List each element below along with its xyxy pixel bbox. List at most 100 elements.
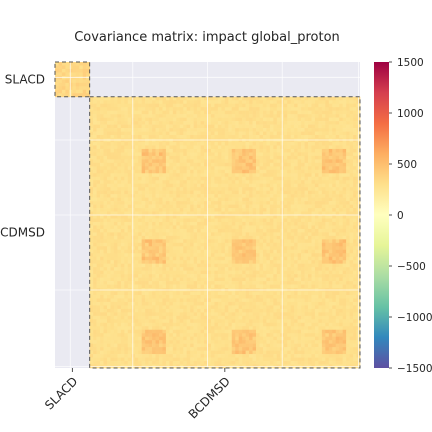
heatmap-cell xyxy=(127,183,132,188)
heatmap-cell xyxy=(106,100,111,105)
heatmap-cell xyxy=(256,187,260,191)
heatmap-cell xyxy=(172,107,177,111)
heatmap-cell xyxy=(262,194,267,198)
heatmap-cell xyxy=(228,305,233,310)
heatmap-cell xyxy=(235,187,239,191)
heatmap-cell xyxy=(325,215,330,219)
heatmap-cell xyxy=(224,277,229,282)
heatmap-cell xyxy=(200,312,205,317)
heatmap-cell xyxy=(290,232,295,237)
heatmap-cell xyxy=(93,141,97,146)
heatmap-cell xyxy=(193,114,198,118)
heatmap-cell xyxy=(276,270,281,275)
heatmap-cell xyxy=(200,169,205,174)
heatmap-cell xyxy=(311,96,316,101)
heatmap-cell xyxy=(207,180,212,185)
heatmap-cell xyxy=(325,298,330,303)
heatmap-cell xyxy=(158,148,163,153)
heatmap-cell xyxy=(339,221,343,226)
heatmap-cell xyxy=(134,218,139,223)
heatmap-cell xyxy=(145,145,149,150)
heatmap-cell xyxy=(276,100,281,105)
heatmap-cell xyxy=(138,187,142,191)
heatmap-cell xyxy=(252,117,257,122)
heatmap-cell xyxy=(335,294,340,299)
heatmap-cell xyxy=(145,128,149,132)
heatmap-cell xyxy=(214,107,219,111)
heatmap-cell xyxy=(141,235,146,240)
heatmap-cell xyxy=(339,190,343,195)
heatmap-cell xyxy=(283,294,288,299)
heatmap-cell xyxy=(321,145,326,150)
heatmap-cell xyxy=(273,298,278,303)
heatmap-cell xyxy=(106,145,111,150)
heatmap-cell xyxy=(179,291,184,296)
heatmap-cell xyxy=(342,225,347,230)
heatmap-cell xyxy=(138,274,142,278)
heatmap-cell xyxy=(190,155,194,160)
heatmap-cell xyxy=(210,128,215,132)
heatmap-cell xyxy=(283,145,288,150)
heatmap-cell xyxy=(238,308,243,313)
heatmap-cell xyxy=(325,145,330,150)
heatmap-cell xyxy=(328,135,333,139)
heatmap-cell xyxy=(141,201,146,205)
heatmap-cell xyxy=(158,277,163,282)
heatmap-cell xyxy=(124,270,129,275)
heatmap-cell xyxy=(162,211,167,216)
heatmap-cell xyxy=(141,180,146,185)
heatmap-cell xyxy=(183,228,188,233)
heatmap-cell xyxy=(249,228,253,233)
heatmap-cell xyxy=(238,152,243,157)
heatmap-cell xyxy=(200,274,205,278)
heatmap-cell xyxy=(262,246,267,251)
heatmap-cell xyxy=(190,218,194,223)
heatmap-cell xyxy=(204,256,208,261)
heatmap-cell xyxy=(314,215,319,219)
heatmap-cell xyxy=(242,96,246,101)
heatmap-cell xyxy=(100,96,104,101)
heatmap-cell xyxy=(141,218,146,223)
heatmap-cell xyxy=(169,249,174,254)
heatmap-cell xyxy=(294,162,298,167)
heatmap-cell xyxy=(120,308,125,313)
heatmap-cell xyxy=(204,298,208,303)
heatmap-cell xyxy=(200,277,205,282)
heatmap-cell xyxy=(308,204,312,209)
heatmap-cell xyxy=(82,82,87,87)
heatmap-cell xyxy=(210,110,215,115)
heatmap-cell xyxy=(193,260,198,264)
heatmap-cell xyxy=(273,183,278,188)
heatmap-cell xyxy=(138,124,142,129)
heatmap-cell xyxy=(231,128,236,132)
heatmap-cell xyxy=(273,124,278,129)
heatmap-cell xyxy=(89,228,94,233)
heatmap-cell xyxy=(339,169,343,174)
heatmap-cell xyxy=(231,301,236,306)
heatmap-cell xyxy=(245,253,250,258)
heatmap-cell xyxy=(113,284,118,289)
heatmap-cell xyxy=(162,239,167,244)
heatmap-cell xyxy=(110,291,115,296)
heatmap-cell xyxy=(89,211,94,216)
heatmap-cell xyxy=(256,152,260,157)
heatmap-cell xyxy=(117,301,122,306)
heatmap-cell xyxy=(120,242,125,247)
heatmap-cell xyxy=(231,155,236,160)
heatmap-cell xyxy=(179,305,184,310)
heatmap-cell xyxy=(287,301,291,306)
heatmap-cell xyxy=(266,294,271,299)
heatmap-cell xyxy=(110,166,115,171)
heatmap-cell xyxy=(297,239,302,244)
heatmap-cell xyxy=(328,204,333,209)
heatmap-cell xyxy=(176,308,181,313)
heatmap-cell xyxy=(148,246,153,251)
heatmap-cell xyxy=(124,225,129,230)
heatmap-cell xyxy=(266,246,271,251)
heatmap-cell xyxy=(314,263,319,268)
heatmap-cell xyxy=(304,294,309,299)
heatmap-cell xyxy=(162,235,167,240)
heatmap-cell xyxy=(311,221,316,226)
heatmap-cell xyxy=(89,121,94,125)
heatmap-cell xyxy=(321,107,326,111)
